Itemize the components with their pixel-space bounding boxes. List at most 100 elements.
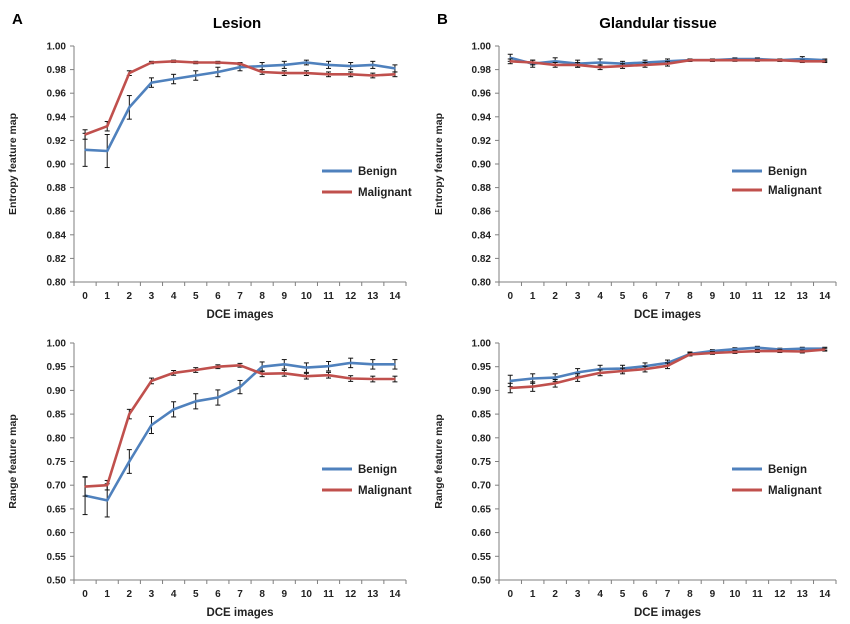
series-benign [82,357,398,518]
data-point [576,64,579,66]
y-tick-label: 0.82 [47,254,67,265]
x-tick-label: 6 [215,291,221,302]
y-tick-label: 0.55 [472,552,492,563]
legend-label-benign: Benign [358,464,397,476]
y-tick-label: 1.00 [472,339,492,350]
x-tick-label: 14 [819,291,831,302]
data-point [599,372,601,374]
data-point [172,408,175,411]
data-point [823,348,826,351]
x-axis-title: DCE images [634,607,701,619]
data-point [327,73,330,76]
data-point [128,460,131,463]
y-tick-label: 0.96 [472,89,492,100]
x-tick-label: 3 [149,291,155,302]
x-tick-label: 5 [193,291,199,302]
y-tick-label: 0.50 [472,576,492,587]
data-point [394,67,396,70]
data-point [756,350,759,352]
x-tick-label: 4 [171,589,177,600]
series-benign [82,59,398,169]
y-tick-label: 0.75 [472,457,492,468]
data-point [305,366,308,369]
data-point [283,372,286,375]
data-point [84,149,86,151]
x-tick-label: 13 [797,291,809,302]
y-tick-label: 0.94 [472,112,492,123]
legend-label-malignant: Malignant [768,485,822,497]
data-point [734,59,736,61]
data-point [599,368,601,370]
x-tick-label: 1 [104,589,110,600]
data-point [801,60,804,63]
data-point [283,64,286,66]
charts-group: 0.80 0.82 0.84 0.86 0.88 0.90 0.92 0.94 0.96 0.98… [7,42,837,619]
x-tick-label: 4 [597,589,603,600]
data-point [599,61,601,64]
data-point [394,73,396,76]
x-axis-title: DCE images [634,309,701,321]
data-point [349,362,352,364]
data-point [349,73,352,76]
data-point [554,60,556,63]
x-tick-label: 3 [575,291,581,302]
data-point [756,59,759,61]
x-tick-label: 10 [729,291,741,302]
x-tick-label: 0 [507,291,513,302]
y-tick-label: 0.65 [472,504,492,515]
x-tick-label: 8 [687,291,693,302]
data-point [349,377,352,380]
y-tick-label: 0.55 [47,552,67,563]
x-tick-label: 1 [530,589,536,600]
data-point [372,363,374,366]
data-point [261,365,263,368]
y-tick-label: 0.60 [472,528,492,539]
data-point [621,65,624,67]
x-tick-label: 11 [323,291,334,302]
x-tick-label: 3 [149,589,155,600]
data-point [172,60,175,63]
data-point [509,387,512,389]
x-tick-label: 0 [507,589,513,600]
data-point [106,125,108,128]
panel-letter-b: B [437,11,448,28]
x-tick-label: 11 [752,291,763,302]
data-point [621,370,624,372]
y-tick-label: 0.95 [472,362,492,373]
data-point [217,365,219,368]
data-point [666,364,669,367]
x-tick-label: 6 [642,589,648,600]
data-point [734,351,736,353]
legend-label-malignant: Malignant [358,485,412,497]
y-tick-label: 0.85 [472,410,492,421]
x-tick-label: 6 [642,291,648,302]
chart-2: 0.80 0.82 0.84 0.86 0.88 0.90 0.92 0.94 0.96 0.98… [433,42,837,321]
data-point [194,74,197,77]
data-point [711,352,714,354]
panel-title-lesion: Lesion [213,15,261,32]
data-point [576,371,579,374]
x-tick-label: 11 [752,589,763,600]
x-tick-label: 8 [259,589,265,600]
y-tick-label: 0.90 [472,160,492,171]
y-tick-label: 0.98 [472,65,492,76]
data-point [305,72,308,74]
x-tick-label: 11 [323,589,334,600]
y-tick-label: 0.92 [472,136,492,147]
data-point [823,60,826,63]
data-point [217,71,219,73]
x-tick-label: 8 [259,291,265,302]
legend-label-malignant: Malignant [768,185,822,197]
data-point [150,424,153,426]
data-point [644,368,646,370]
legend-label-benign: Benign [768,166,807,178]
data-point [106,150,108,152]
data-point [531,61,534,64]
series-malignant [82,59,398,140]
y-tick-label: 0.88 [47,183,67,194]
data-point [509,57,512,59]
x-tick-label: 10 [301,589,313,600]
data-point [194,400,197,403]
data-point [128,413,131,415]
x-axis-title: DCE images [206,607,273,619]
